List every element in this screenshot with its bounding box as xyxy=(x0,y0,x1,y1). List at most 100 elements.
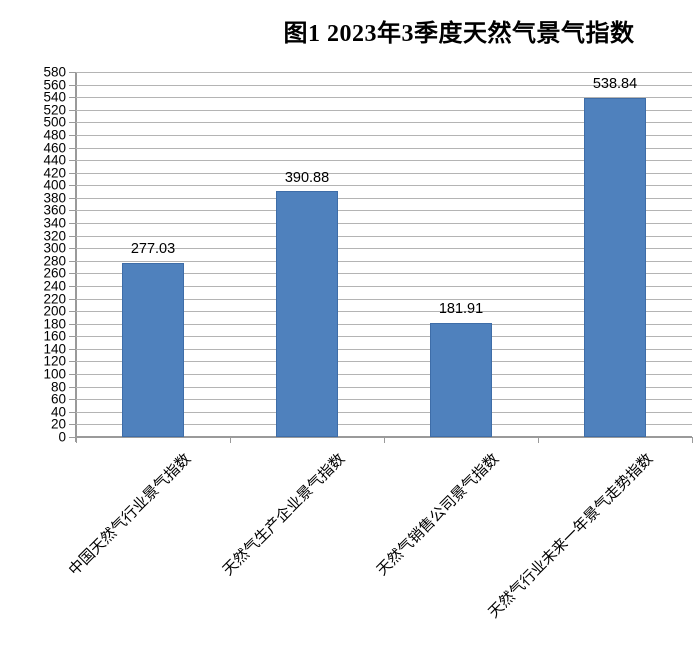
y-axis-tick xyxy=(69,260,76,262)
y-axis-tick xyxy=(69,97,76,99)
y-axis-tick-label: 460 xyxy=(43,139,66,155)
bar-value-label: 181.91 xyxy=(438,301,484,318)
x-axis-tick xyxy=(692,437,693,443)
y-axis-tick-label: 320 xyxy=(43,227,66,243)
y-axis-line xyxy=(75,72,77,442)
y-axis-tick xyxy=(69,235,76,237)
bar-value-label: 277.03 xyxy=(130,241,176,258)
gridline xyxy=(76,235,692,237)
y-axis-tick xyxy=(69,336,76,338)
gridline xyxy=(76,323,692,325)
gridline xyxy=(76,84,692,86)
y-axis-tick-label: 340 xyxy=(43,215,66,231)
y-axis-tick xyxy=(69,197,76,199)
gridline xyxy=(76,386,692,388)
y-axis-tick xyxy=(69,122,76,124)
bar xyxy=(584,97,646,437)
y-axis-tick xyxy=(69,311,76,313)
y-axis-tick-label: 440 xyxy=(43,152,66,168)
bar xyxy=(430,322,492,437)
gridline xyxy=(76,185,692,187)
gridline xyxy=(76,285,692,287)
bar-value-label: 538.84 xyxy=(592,76,638,93)
y-axis-tick-label: 200 xyxy=(43,303,66,319)
y-axis-tick xyxy=(69,84,76,86)
y-axis-tick xyxy=(69,210,76,212)
y-axis-tick xyxy=(69,411,76,413)
y-axis-tick xyxy=(69,134,76,136)
gridline xyxy=(76,72,692,73)
gridline xyxy=(76,223,692,225)
y-axis-tick xyxy=(69,147,76,149)
y-axis-tick xyxy=(69,437,76,438)
y-axis-tick xyxy=(69,172,76,174)
gridline xyxy=(76,134,692,136)
y-axis-tick-label: 420 xyxy=(43,164,66,180)
y-axis-tick-label: 60 xyxy=(50,391,66,407)
y-axis-tick xyxy=(69,109,76,111)
y-axis-tick-label: 220 xyxy=(43,290,66,306)
plot-area: 277.03 390.88 181.91 538.84 xyxy=(69,72,693,443)
gridline xyxy=(76,311,692,313)
x-axis-tick xyxy=(230,437,231,443)
y-axis-tick-label: 380 xyxy=(43,190,66,206)
y-axis-tick-label: 520 xyxy=(43,102,66,117)
gridline xyxy=(76,172,692,174)
y-axis-tick-label: 280 xyxy=(43,253,66,269)
gridline xyxy=(76,374,692,376)
y-axis-tick xyxy=(69,223,76,225)
y-axis-tick-label: 480 xyxy=(43,127,66,143)
y-axis-tick xyxy=(69,185,76,187)
y-axis-tick-label: 20 xyxy=(50,416,66,432)
y-axis-tick xyxy=(69,298,76,300)
bar-value-label: 390.88 xyxy=(284,169,330,186)
x-axis-line xyxy=(75,436,692,438)
y-axis-tick-label: 240 xyxy=(43,278,66,294)
gridline xyxy=(76,147,692,149)
bar xyxy=(276,191,338,437)
gridline xyxy=(76,260,692,262)
gridline xyxy=(76,122,692,124)
gridline xyxy=(76,197,692,199)
gridline xyxy=(76,399,692,401)
gridline xyxy=(76,361,692,363)
y-axis-tick xyxy=(69,273,76,275)
y-axis-tick xyxy=(69,160,76,162)
y-axis-tick-label: 180 xyxy=(43,315,66,331)
y-axis-tick xyxy=(69,248,76,250)
gridline xyxy=(76,424,692,426)
y-axis-tick-label: 80 xyxy=(50,378,66,394)
y-axis-tick-label: 40 xyxy=(50,404,66,420)
y-axis-tick-label: 160 xyxy=(43,328,66,344)
gridline xyxy=(76,109,692,111)
x-axis-tick xyxy=(538,437,539,443)
y-axis-tick-label: 560 xyxy=(43,76,66,92)
y-axis-tick xyxy=(69,374,76,376)
gridline xyxy=(76,411,692,413)
gridline xyxy=(76,298,692,300)
gridline xyxy=(76,160,692,162)
y-axis-tick-label: 0 xyxy=(58,429,66,445)
x-axis-tick xyxy=(76,437,77,443)
y-axis-tick-label: 140 xyxy=(43,341,66,357)
gridline xyxy=(76,348,692,350)
y-axis-tick-label: 120 xyxy=(43,353,66,369)
y-axis-tick xyxy=(69,386,76,388)
y-axis-tick xyxy=(69,323,76,325)
y-axis-tick xyxy=(69,424,76,426)
gridline xyxy=(76,248,692,250)
gridline xyxy=(76,336,692,338)
gridline xyxy=(76,97,692,99)
x-axis-tick xyxy=(384,437,385,443)
y-axis-labels: 0 20 40 60 80 100 120 140 160 180 200 220 240 260 280 3… xyxy=(0,0,66,662)
y-axis-tick-label: 500 xyxy=(43,114,66,130)
y-axis-tick xyxy=(69,348,76,350)
gridline xyxy=(76,273,692,275)
bar xyxy=(122,262,184,437)
y-axis-tick xyxy=(69,361,76,363)
y-axis-tick xyxy=(69,72,76,73)
y-axis-tick-label: 260 xyxy=(43,265,66,281)
y-axis-tick-label: 400 xyxy=(43,177,66,193)
